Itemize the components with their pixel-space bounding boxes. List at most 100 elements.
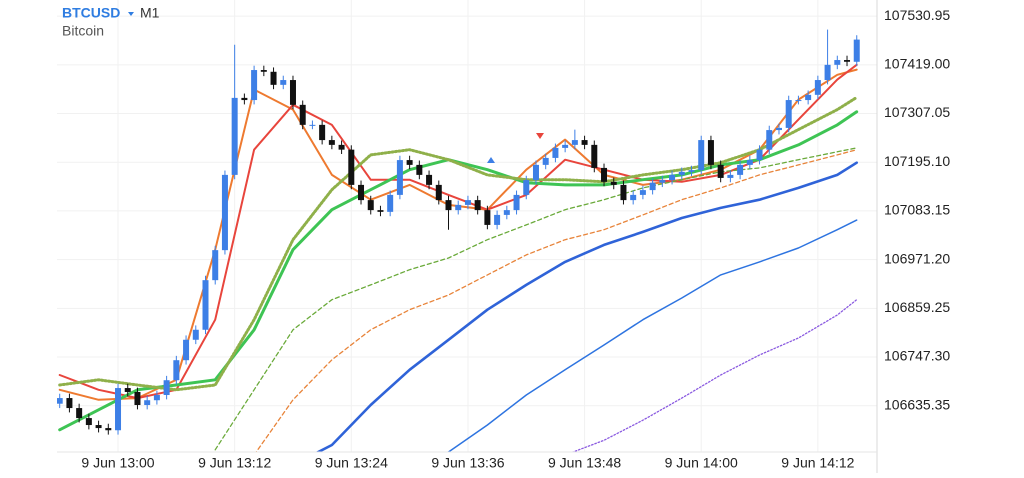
candle-body xyxy=(562,144,569,148)
candle-body xyxy=(814,80,821,95)
candle-body xyxy=(513,194,520,211)
candle-body xyxy=(85,418,92,426)
y-tick-label: 106859.25 xyxy=(884,299,950,315)
candle-body xyxy=(455,204,462,211)
timeframe[interactable]: M1 xyxy=(140,5,160,21)
candle-body xyxy=(95,425,102,429)
candle-body xyxy=(212,250,219,281)
x-tick-label: 9 Jun 14:12 xyxy=(781,455,854,471)
candle-body xyxy=(707,140,714,165)
candle-body xyxy=(601,167,608,182)
description: Bitcoin xyxy=(62,23,104,39)
candle-body xyxy=(630,194,637,201)
dropdown-icon[interactable] xyxy=(128,12,134,16)
candle-body xyxy=(144,400,151,406)
candle-body xyxy=(746,160,753,165)
candle-body xyxy=(153,395,160,401)
candle-body xyxy=(76,408,83,419)
y-tick-label: 107530.95 xyxy=(884,7,950,23)
candle-body xyxy=(610,181,617,185)
candle-body xyxy=(698,140,705,171)
ma-line xyxy=(58,95,859,392)
candle-body xyxy=(396,160,403,195)
candle-body xyxy=(105,428,112,431)
candle-body xyxy=(659,180,666,183)
y-tick-label: 106971.20 xyxy=(884,250,950,266)
ma-line xyxy=(58,110,859,432)
ma-line xyxy=(58,63,858,400)
candle-body xyxy=(192,329,199,340)
ma-line xyxy=(571,299,858,452)
candle-body xyxy=(241,97,248,101)
candle-body xyxy=(124,388,131,392)
x-tick-label: 9 Jun 13:00 xyxy=(81,455,154,471)
candle-body xyxy=(639,190,646,195)
x-tick-label: 9 Jun 13:48 xyxy=(548,455,621,471)
ma-line xyxy=(214,147,858,451)
candle-body xyxy=(853,39,860,62)
candle-body xyxy=(795,100,802,102)
candle-body xyxy=(319,124,326,141)
candle-body xyxy=(620,184,627,201)
y-tick-label: 107083.15 xyxy=(884,202,950,218)
candle-body xyxy=(406,160,413,165)
candle-body xyxy=(591,144,598,168)
candle-body xyxy=(834,60,841,65)
candle-body xyxy=(338,144,345,150)
y-tick-label: 107419.00 xyxy=(884,56,950,72)
candle-body xyxy=(251,70,258,101)
candle-body xyxy=(202,280,209,330)
candle-body xyxy=(173,360,180,381)
x-tick-label: 9 Jun 13:24 xyxy=(315,455,388,471)
candle-body xyxy=(270,71,277,85)
candle-body xyxy=(260,70,267,72)
ma-line xyxy=(445,219,858,452)
candle-body xyxy=(532,164,539,181)
candle-body xyxy=(649,182,656,191)
candle-body xyxy=(387,194,394,212)
candle-body xyxy=(542,157,549,165)
sell-marker xyxy=(536,133,544,139)
ma-line xyxy=(255,149,858,452)
candle-body xyxy=(805,94,812,101)
candle-body xyxy=(484,210,491,225)
candle-body xyxy=(426,174,433,185)
candle-body xyxy=(435,184,442,201)
candle-body xyxy=(377,210,384,212)
symbol[interactable]: BTCUSD xyxy=(62,5,120,21)
candle-body xyxy=(766,130,773,150)
y-tick-label: 106747.30 xyxy=(884,348,950,364)
candle-body xyxy=(183,339,190,361)
axes: 106635.35 106747.30 106859.25 106971.20 1070… xyxy=(81,7,950,471)
candle-body xyxy=(581,140,588,145)
candle-body xyxy=(134,391,141,406)
candle-body xyxy=(464,200,471,205)
candle-body xyxy=(221,174,228,251)
candle-body xyxy=(163,380,170,396)
candle-body xyxy=(57,398,63,404)
trade-markers xyxy=(487,133,544,163)
candle-body xyxy=(289,80,296,105)
candle-body xyxy=(552,147,559,158)
x-tick-label: 9 Jun 13:12 xyxy=(198,455,271,471)
candle-body xyxy=(367,200,374,211)
candle-body xyxy=(669,174,676,181)
candle-body xyxy=(717,164,724,178)
candle-body xyxy=(328,140,335,145)
candle-body xyxy=(775,127,782,131)
x-tick-label: 9 Jun 14:00 xyxy=(665,455,738,471)
ma-line xyxy=(315,161,858,452)
candle-body xyxy=(358,184,365,201)
y-tick-label: 106635.35 xyxy=(884,396,950,412)
candle-body xyxy=(737,164,744,175)
candle-body xyxy=(785,100,792,128)
candle-body xyxy=(348,149,355,185)
candle-body xyxy=(474,200,481,211)
candle-body xyxy=(571,140,578,145)
candle-body xyxy=(503,210,510,215)
candle-body xyxy=(523,180,530,195)
candle-body xyxy=(416,164,423,175)
candle-body xyxy=(844,60,851,62)
